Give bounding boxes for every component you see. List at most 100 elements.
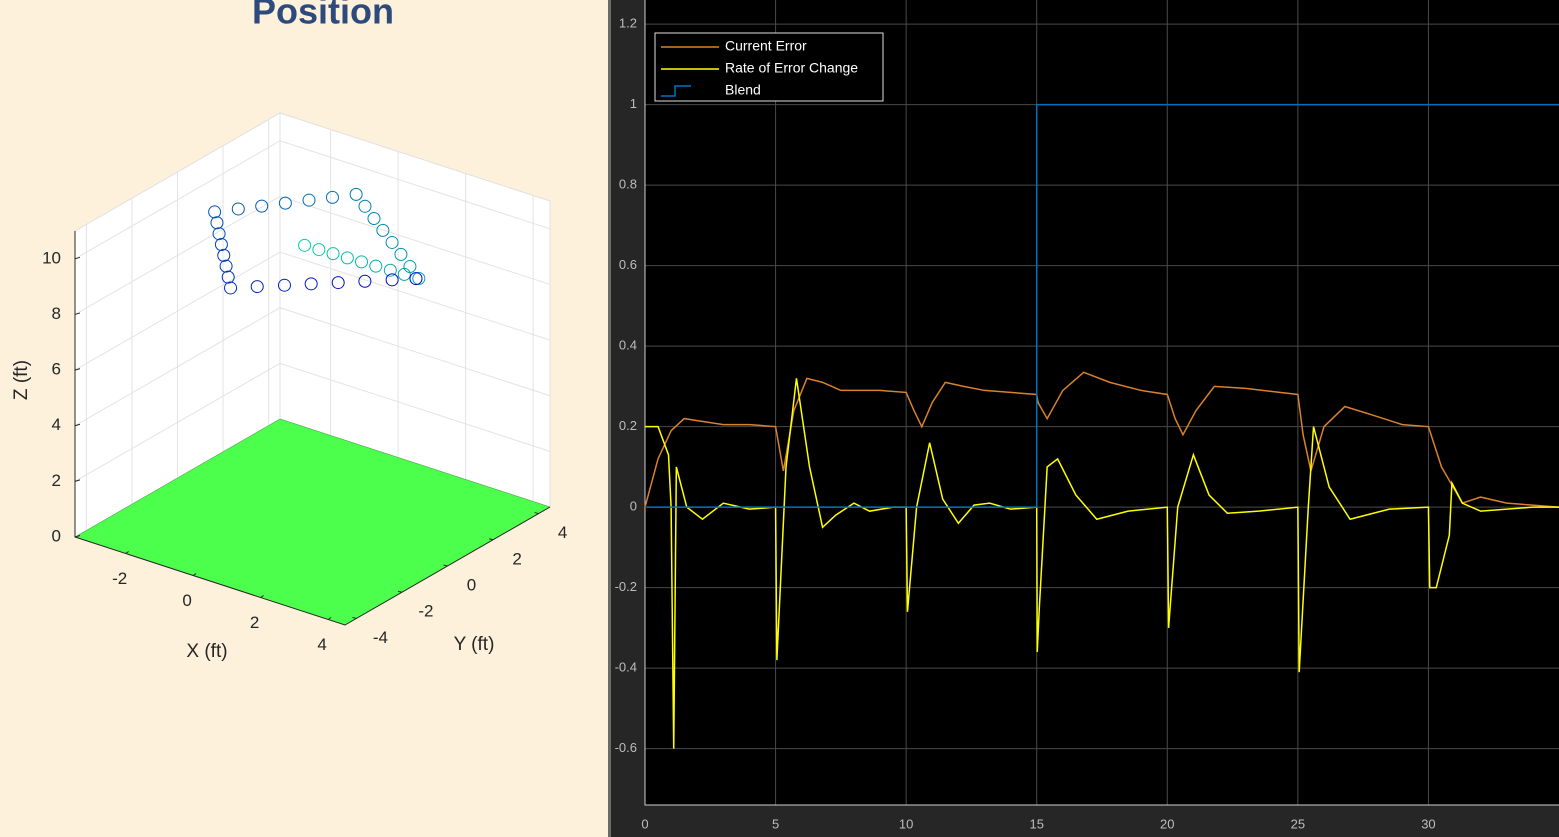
y-tick-label: -4 [373,628,388,647]
trajectory-point [219,259,233,273]
x-tick-label: 5 [772,816,779,831]
trajectory-point [326,247,340,261]
x-tick-label: -2 [112,569,127,588]
tick-mark [74,535,81,538]
trajectory-point [340,251,354,265]
trajectory-point [255,199,269,213]
y-tick-label: 0 [467,575,476,594]
axis-line [644,0,1559,806]
series-line [644,371,1559,508]
y-tick-label: 1.2 [619,16,637,31]
y-tick-label: -0.6 [615,740,637,755]
y-tick-label: 4 [558,523,567,542]
trajectory-point [358,274,372,288]
chart-title: Position [252,0,394,32]
x-tick-label: 25 [1291,816,1305,831]
grid-line [74,362,551,482]
tick-mark [74,479,81,482]
y-tick-label: -0.2 [615,579,637,594]
trajectory-point [369,259,383,273]
trajectory-point [208,205,222,219]
legend-label: Rate of Error Change [725,60,858,76]
z-tick-label: 8 [52,304,61,323]
series-line [645,103,1559,508]
tick-mark [488,538,494,541]
trajectory-point [358,199,372,213]
trajectory-point [277,278,291,292]
tick-mark [192,573,197,576]
panel-divider [608,0,611,837]
tick-mark [534,512,539,515]
legend-label: Blend [725,82,761,98]
y-tick-label: 1 [630,96,637,111]
trajectory-point [331,276,345,290]
trajectory-point [224,281,238,295]
tick-mark [125,551,129,554]
y-tick-label: 0.8 [619,177,637,192]
tick-mark [327,617,332,620]
y-tick-label: 0 [630,499,637,514]
trajectory-point [412,271,426,285]
trajectory-point [394,247,408,261]
z-tick-label: 0 [52,526,61,545]
trajectory-point [385,235,399,249]
y-tick-label: 0.6 [619,257,637,272]
x-axis-label: X (ft) [186,641,227,662]
tick-mark [74,368,81,371]
trajectory-point [409,272,423,286]
tick-mark [74,312,81,315]
trajectory-point [355,255,369,269]
x-tick-label: 4 [317,635,326,654]
trajectory-point [298,238,312,252]
trajectory-point [217,248,231,262]
z-tick-label: 10 [42,248,61,267]
trajectory-point [231,202,245,216]
trajectory-point [367,211,381,225]
trajectory-point [302,193,316,207]
legend-box [654,32,884,102]
tick-mark [397,590,403,593]
x-tick-label: 10 [899,816,913,831]
z-tick-label: 4 [52,415,61,434]
z-tick-label: 2 [52,471,61,490]
plot-area [645,0,1559,805]
tick-mark [260,595,264,598]
grid-line [74,251,551,371]
trajectory-point [403,260,417,274]
x-tick-label: 20 [1160,816,1174,831]
z-tick-label: 6 [52,360,61,379]
x-tick-label: 0 [182,591,191,610]
trajectory-point [383,263,397,277]
tick-mark [74,423,81,427]
trajectory-point [212,227,226,241]
trajectory-point [214,238,228,252]
trajectory-point [304,277,318,291]
y-tick-label: -0.4 [615,660,637,675]
legend-swatch [661,85,691,97]
y-tick-label: 0.4 [619,338,637,353]
tick-mark [352,616,357,619]
trajectory-point [376,223,390,237]
legend-label: Current Error [725,38,807,54]
tick-mark [74,256,81,260]
trajectory-point [250,280,264,294]
x-tick-label: 15 [1029,816,1043,831]
grid-line [74,140,551,260]
grid-line [74,307,551,427]
x-tick-label: 2 [250,613,259,632]
y-tick-label: 0.2 [619,418,637,433]
trajectory-point [278,196,292,210]
y-axis-label: Y (ft) [454,634,495,655]
trajectory-point [349,187,363,201]
trajectory-point [210,216,224,230]
grid-line [74,195,551,315]
trajectory-point [385,273,399,287]
tick-mark [443,564,448,567]
trajectory-point [221,270,235,284]
trajectory-point [325,190,339,204]
z-axis-label: Z (ft) [11,360,32,400]
trajectory-point [312,243,326,257]
y-tick-label: -2 [418,602,433,621]
x-tick-label: 30 [1421,816,1435,831]
